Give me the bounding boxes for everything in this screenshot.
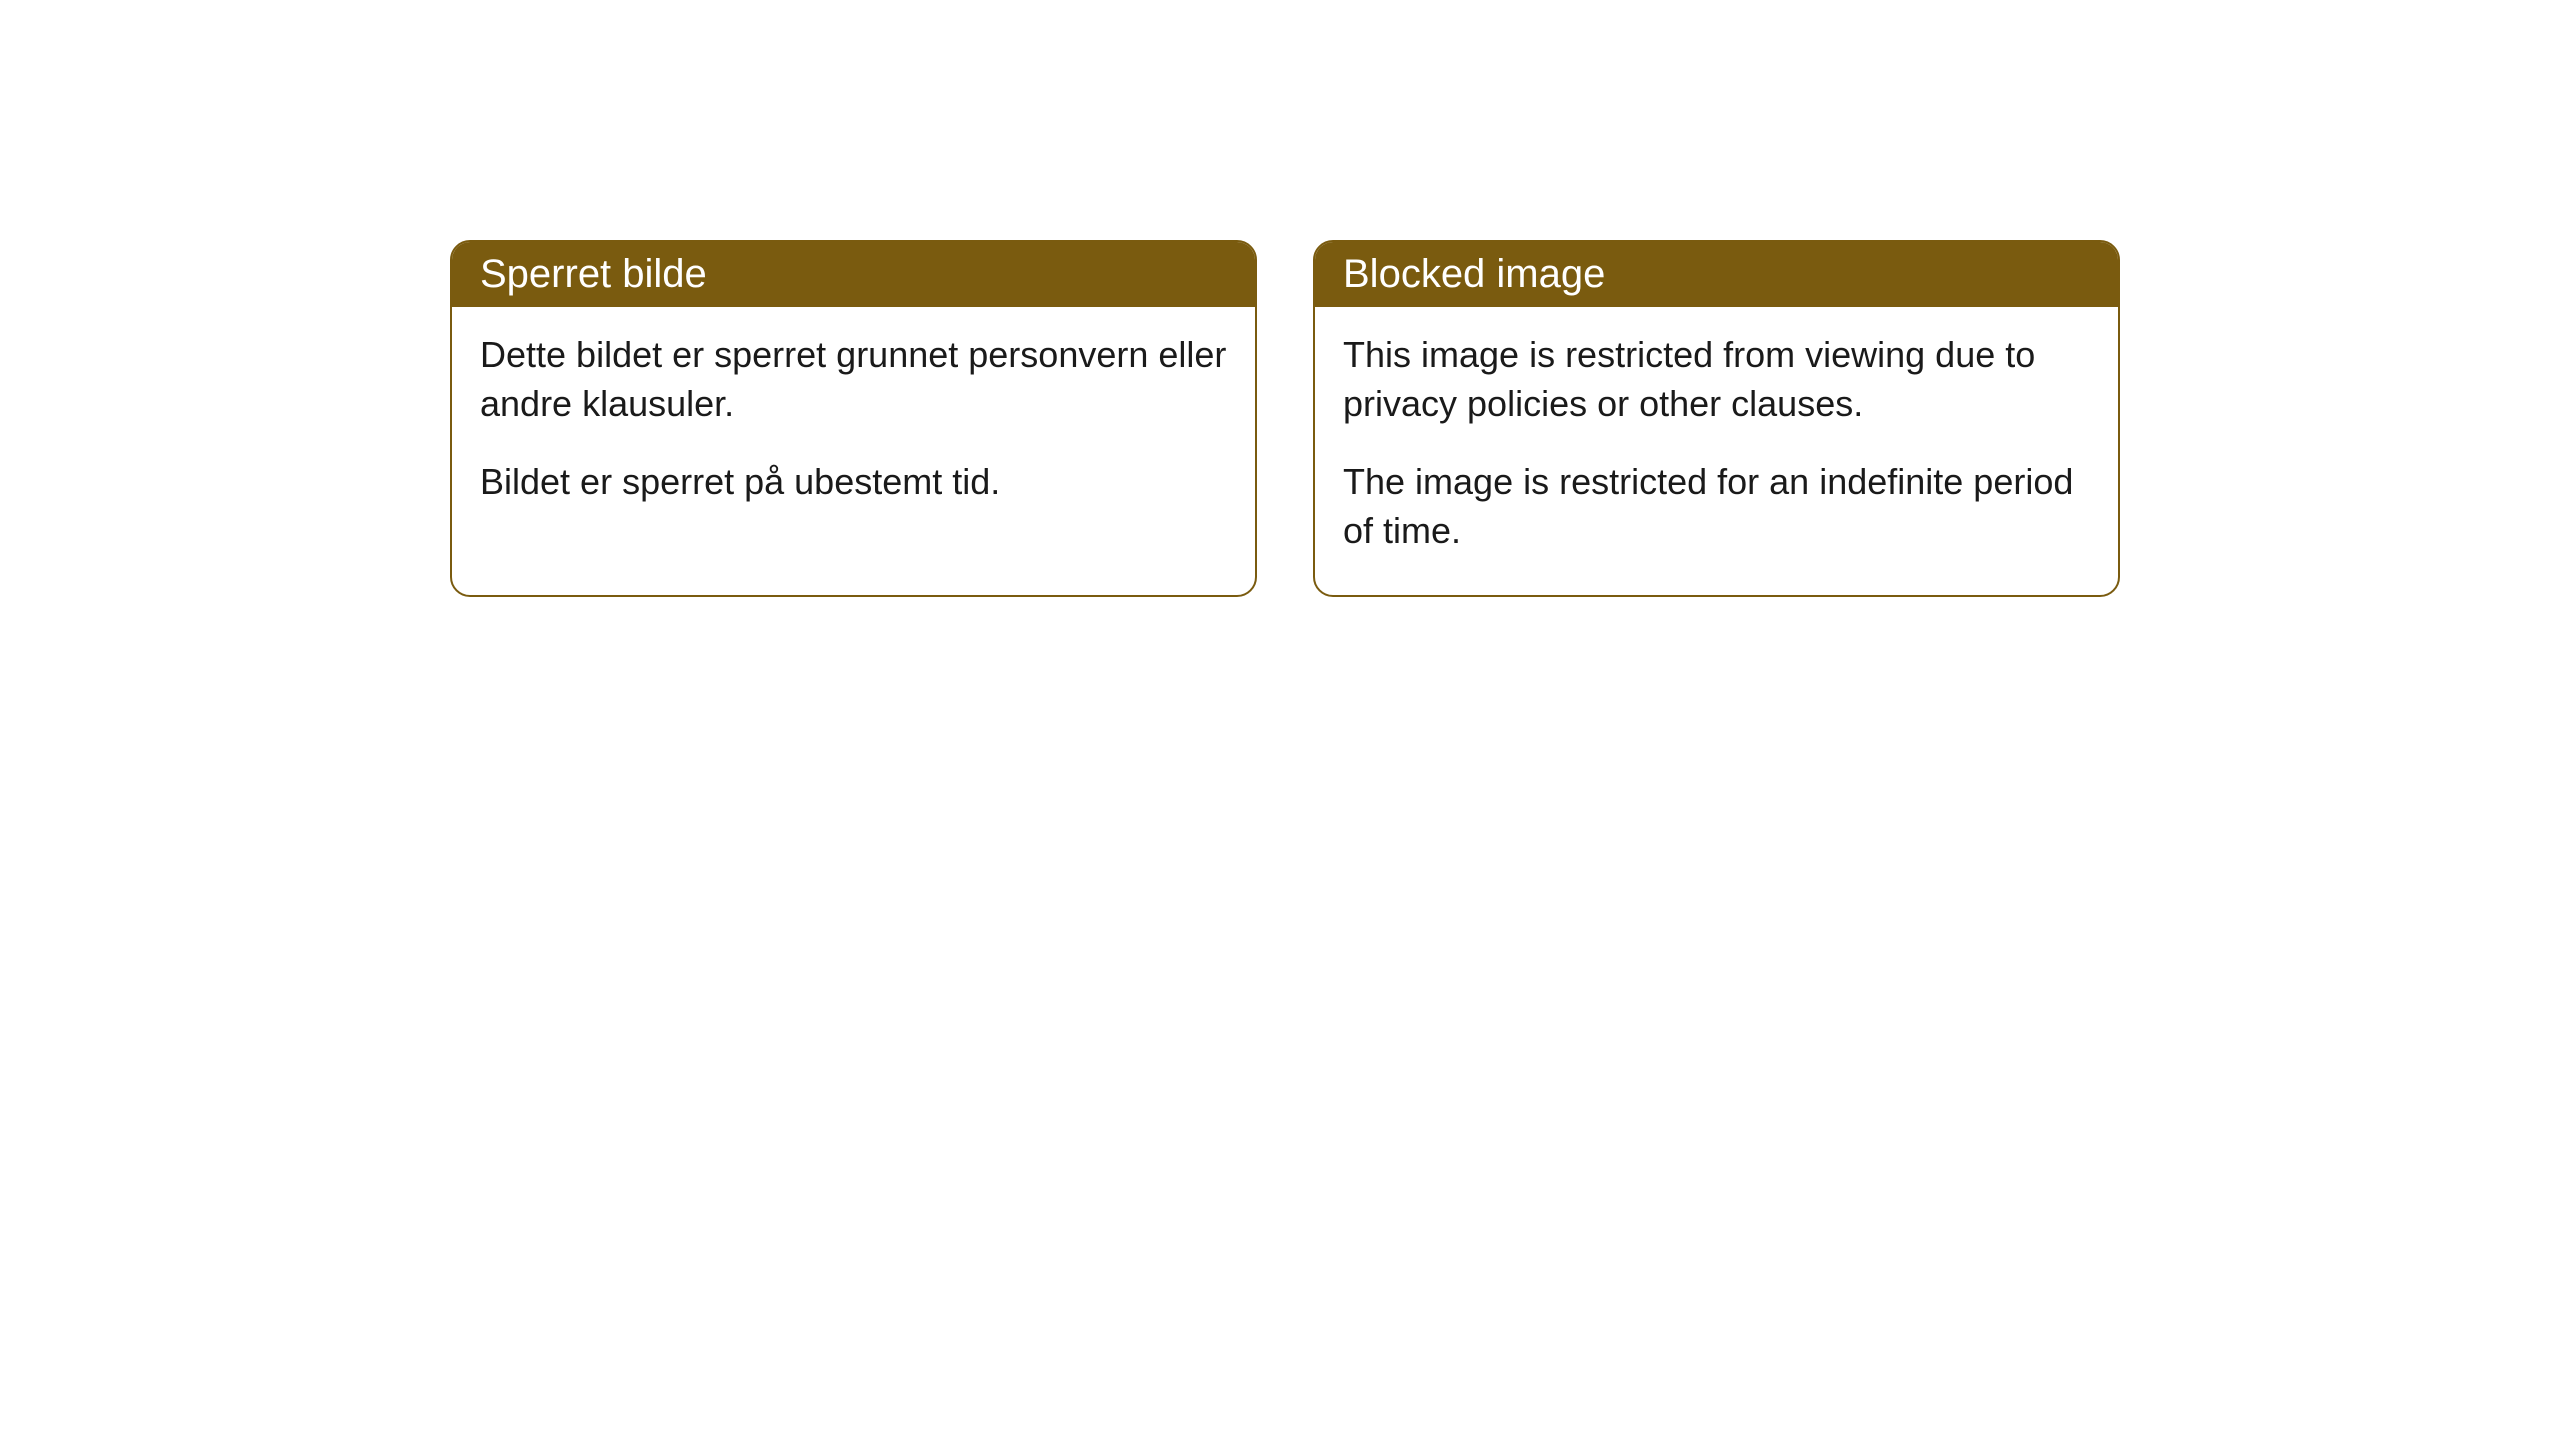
card-paragraph: Bildet er sperret på ubestemt tid. bbox=[480, 458, 1227, 507]
card-paragraph: The image is restricted for an indefinit… bbox=[1343, 458, 2090, 555]
notice-cards-container: Sperret bilde Dette bildet er sperret gr… bbox=[450, 240, 2560, 597]
card-header: Sperret bilde bbox=[452, 242, 1255, 307]
notice-card-english: Blocked image This image is restricted f… bbox=[1313, 240, 2120, 597]
card-title: Sperret bilde bbox=[480, 252, 707, 296]
card-paragraph: This image is restricted from viewing du… bbox=[1343, 331, 2090, 428]
card-paragraph: Dette bildet er sperret grunnet personve… bbox=[480, 331, 1227, 428]
card-body: This image is restricted from viewing du… bbox=[1315, 307, 2118, 595]
card-title: Blocked image bbox=[1343, 252, 1605, 296]
card-body: Dette bildet er sperret grunnet personve… bbox=[452, 307, 1255, 547]
card-header: Blocked image bbox=[1315, 242, 2118, 307]
notice-card-norwegian: Sperret bilde Dette bildet er sperret gr… bbox=[450, 240, 1257, 597]
